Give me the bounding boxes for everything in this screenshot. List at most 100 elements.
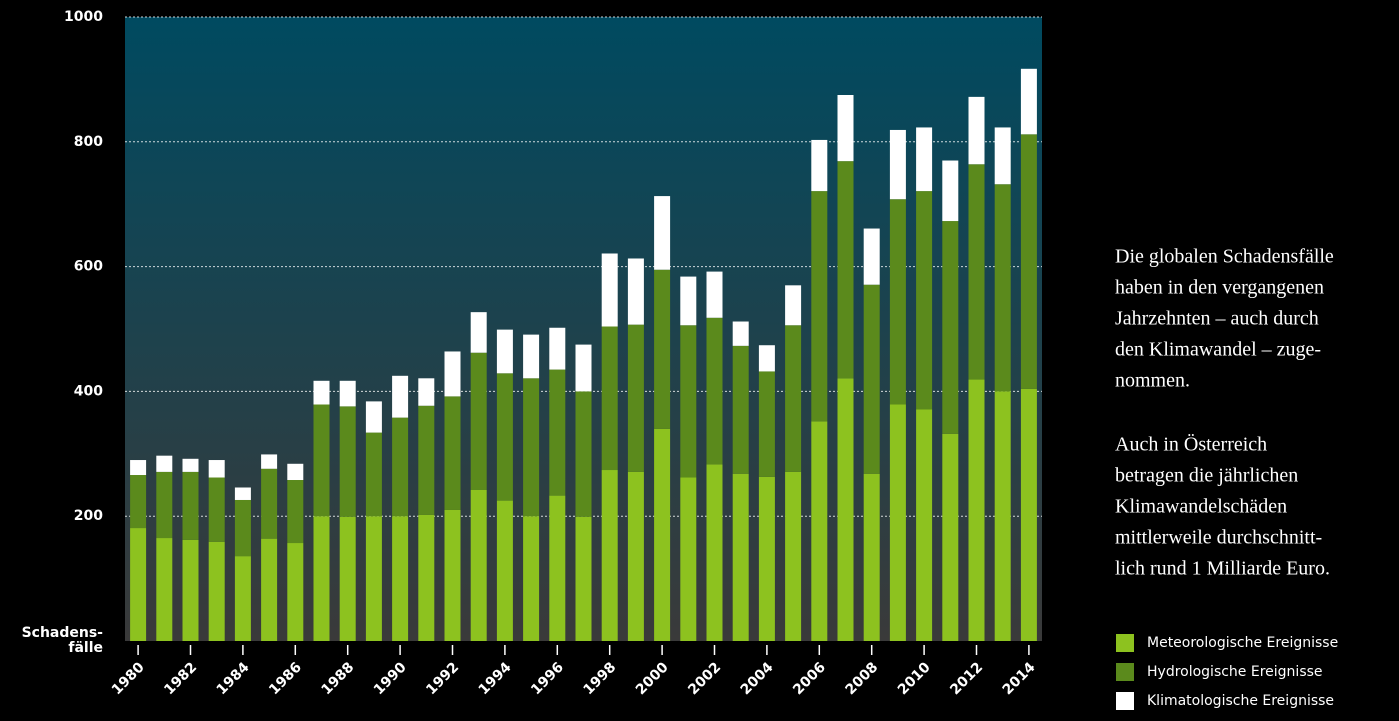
bar-segment <box>339 406 356 517</box>
bar-segment <box>994 127 1011 185</box>
y-tick-label: 800 <box>74 134 103 150</box>
x-tick-label: 2012 <box>947 659 986 698</box>
x-tick-label: 1990 <box>371 659 410 698</box>
bar-segment <box>549 369 566 496</box>
legend-label: Klimatologische Ereignisse <box>1147 693 1334 709</box>
bar-segment <box>758 476 775 641</box>
bar-segment <box>837 378 854 641</box>
bar-segment <box>706 464 723 641</box>
bar-segment <box>654 269 671 429</box>
bar-segment <box>680 276 697 326</box>
legend-swatch <box>1116 692 1134 710</box>
bar-segment <box>365 401 382 433</box>
bar-segment <box>182 471 199 540</box>
y-axis-label: fälle <box>68 640 103 656</box>
bar-segment <box>1020 388 1037 641</box>
bar-segment <box>811 421 828 641</box>
bar-segment <box>130 528 147 641</box>
y-tick-label: 600 <box>74 259 103 275</box>
bar-segment <box>523 516 540 641</box>
x-tick-label: 2006 <box>790 659 829 698</box>
bar-segment <box>496 373 513 501</box>
bar-segment <box>208 541 225 641</box>
bar-segment <box>444 396 461 510</box>
bar-segment <box>392 375 409 418</box>
y-tick-label: 400 <box>74 383 103 399</box>
bar-segment <box>261 538 278 641</box>
bar-segment <box>889 404 906 641</box>
bar-segment <box>811 139 828 192</box>
bar-segment <box>654 428 671 641</box>
bar-segment <box>313 516 330 641</box>
bar-segment <box>287 480 304 544</box>
x-tick-label: 2002 <box>685 659 724 698</box>
bar-segment <box>182 458 199 472</box>
bar-segment <box>916 191 933 410</box>
y-axis-label: Schadens- <box>22 625 104 641</box>
bar-segment <box>1020 134 1037 389</box>
x-tick-label: 1988 <box>318 659 357 698</box>
bar-segment <box>208 460 225 478</box>
x-tick-label: 1986 <box>266 659 305 698</box>
bar-segment <box>942 221 959 434</box>
bar-segment <box>365 432 382 517</box>
bar-segment <box>785 285 802 326</box>
bar-segment <box>837 161 854 379</box>
bar-segment <box>654 196 671 270</box>
bar-segment <box>130 475 147 529</box>
bar-segment <box>130 460 147 476</box>
bar-segment <box>496 329 513 374</box>
bar-segment <box>837 95 854 162</box>
bar-segment <box>470 312 487 353</box>
bar-segment <box>758 345 775 372</box>
bar-segment <box>627 324 644 472</box>
annotation: nommen. <box>1115 370 1190 392</box>
x-tick-label: 2010 <box>895 659 934 698</box>
bar-segment <box>575 516 592 641</box>
bar-segment <box>313 404 330 517</box>
bar-segment <box>758 371 775 477</box>
annotation: betragen die jährlichen <box>1115 465 1298 487</box>
x-tick-label: 1998 <box>580 659 619 698</box>
y-tick-label: 200 <box>74 508 103 524</box>
bar-segment <box>994 184 1011 392</box>
bar-segment <box>156 471 173 539</box>
bar-segment <box>444 351 461 397</box>
bar-segment <box>889 199 906 405</box>
bar-segment <box>339 380 356 407</box>
x-tick-label: 2014 <box>1000 659 1039 698</box>
bar-segment <box>785 471 802 641</box>
annotation: lich rund 1 Milliarde Euro. <box>1115 558 1330 580</box>
bar-segment <box>339 516 356 641</box>
bar-segment <box>234 487 251 500</box>
x-tick-label: 2000 <box>633 659 672 698</box>
bar-segment <box>968 96 985 165</box>
bar-segment <box>418 378 435 406</box>
bar-segment <box>863 473 880 641</box>
annotation: haben in den vergangenen <box>1115 277 1324 299</box>
bar-segment <box>1020 68 1037 135</box>
bar-segment <box>706 271 723 318</box>
bar-segment <box>261 454 278 469</box>
bar-segment <box>261 468 278 539</box>
bar-segment <box>470 352 487 490</box>
bar-segment <box>392 417 409 517</box>
annotation: den Klimawandel – zuge- <box>1115 339 1321 361</box>
bar-segment <box>523 378 540 517</box>
bar-segment <box>392 516 409 641</box>
legend-swatch <box>1116 634 1134 652</box>
bar-segment <box>156 538 173 641</box>
bar-segment <box>732 473 749 641</box>
bar-segment <box>811 191 828 422</box>
bar-segment <box>575 344 592 392</box>
annotation: Die globalen Schadensfälle <box>1115 246 1334 268</box>
bar-segment <box>889 129 906 200</box>
legend-swatch <box>1116 663 1134 681</box>
bar-segment <box>156 455 173 472</box>
bar-segment <box>182 539 199 641</box>
bar-segment <box>418 405 435 515</box>
bar-segment <box>863 228 880 285</box>
bar-segment <box>732 321 749 346</box>
bar-segment <box>732 345 749 474</box>
